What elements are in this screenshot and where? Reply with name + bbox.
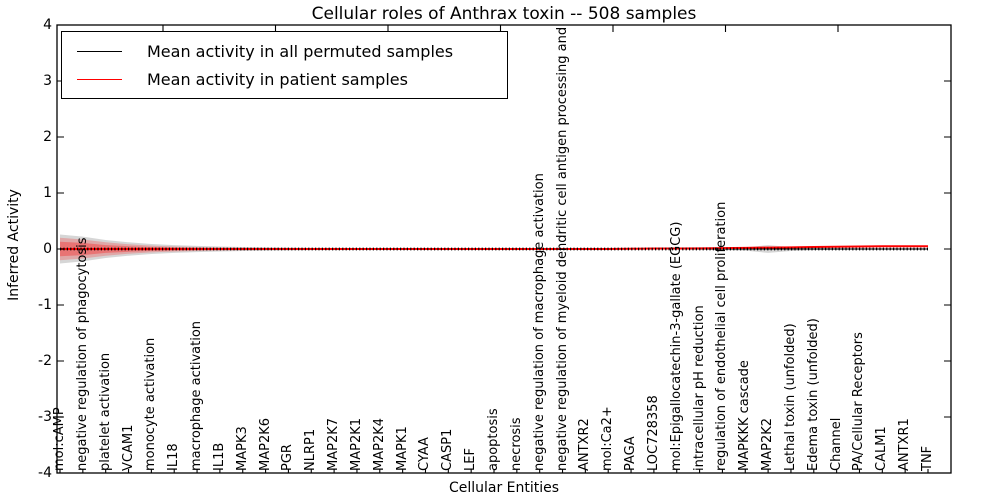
- x-tick-label: mol:Ca2+: [600, 406, 616, 471]
- x-tick-label: monocyte activation: [143, 337, 159, 471]
- y-axis-label: Inferred Activity: [6, 189, 22, 301]
- y-tick-label: -2: [38, 353, 52, 369]
- y-tick-label: -3: [38, 409, 52, 425]
- x-tick-label: apoptosis: [486, 408, 501, 471]
- legend: Mean activity in all permuted samples Me…: [61, 31, 508, 99]
- x-tick-label: Lethal toxin (unfolded): [782, 323, 798, 471]
- x-tick-label: MAPK3: [234, 426, 250, 471]
- legend-line-patient: [77, 78, 122, 80]
- x-tick-label: LOC728358: [645, 395, 661, 471]
- x-axis-label: Cellular Entities: [448, 480, 560, 496]
- x-tick-label: platelet activation: [97, 352, 113, 471]
- x-tick-label: MAP2K2: [760, 417, 776, 471]
- y-tick-label: 1: [43, 185, 52, 201]
- x-tick-label: MAP2K6: [257, 417, 273, 471]
- x-tick-label: IL18: [166, 443, 182, 471]
- y-tick-label: 4: [43, 17, 52, 33]
- mean-patient-line: [60, 245, 928, 250]
- x-tick-label: necrosis: [508, 417, 524, 471]
- legend-entry-patient: Mean activity in patient samples: [62, 65, 507, 93]
- x-tick-label: TNF: [920, 445, 935, 471]
- x-tick-label: ANTXR1: [897, 418, 913, 471]
- x-tick-label: CASP1: [440, 428, 456, 471]
- x-tick-label: PGR: [280, 444, 296, 471]
- y-tick-label: 0: [43, 241, 52, 257]
- x-tick-label: VCAM1: [120, 424, 136, 471]
- x-tick-label: Channel: [828, 417, 844, 471]
- x-tick-label: PAGA: [623, 436, 639, 471]
- y-tick-label: 2: [43, 129, 52, 145]
- x-tick-label: LEF: [463, 448, 479, 471]
- x-tick-label: macrophage activation: [189, 320, 205, 471]
- x-tick-label: PA/Cellular Receptors: [851, 332, 867, 471]
- x-tick-label: MAP2K1: [348, 417, 364, 471]
- x-tick-label: mol:Epigallocatechin-3-gallate (EGCG): [668, 221, 684, 471]
- legend-label-patient: Mean activity in patient samples: [147, 69, 408, 89]
- x-tick-label: negative regulation of macrophage activa…: [531, 173, 547, 471]
- x-tick-label: NLRP1: [303, 428, 319, 471]
- x-tick-label: MAP2K7: [326, 417, 342, 471]
- x-tick-label: MAPK1: [394, 426, 410, 471]
- y-tick-label: -1: [38, 297, 52, 313]
- x-tick-label: CYAA: [417, 437, 433, 471]
- x-tick-label: regulation of endothelial cell prolifera…: [714, 201, 730, 471]
- x-tick-label: MAPKKK cascade: [737, 360, 753, 471]
- x-tick-label: mol:cAMP: [52, 407, 67, 471]
- x-tick-label: Edema toxin (unfolded): [805, 318, 821, 471]
- x-tick-label: negative regulation of myeloid dendritic…: [554, 26, 570, 471]
- x-tick-label: negative regulation of phagocytosis: [74, 237, 90, 471]
- legend-line-permuted: [77, 50, 122, 52]
- x-tick-label: IL1B: [211, 442, 227, 471]
- legend-label-permuted: Mean activity in all permuted samples: [147, 41, 454, 61]
- chart-title: Cellular roles of Anthrax toxin -- 508 s…: [311, 4, 697, 24]
- x-tick-label: MAP2K4: [371, 417, 387, 471]
- y-tick-label: -4: [38, 465, 52, 481]
- x-tick-label: ANTXR2: [577, 418, 593, 471]
- x-tick-label: intracellular pH reduction: [691, 305, 707, 471]
- legend-entry-permuted: Mean activity in all permuted samples: [62, 37, 507, 65]
- axis-ticks: [57, 24, 951, 474]
- x-tick-label: CALM1: [874, 426, 890, 471]
- y-tick-label: 3: [43, 73, 52, 89]
